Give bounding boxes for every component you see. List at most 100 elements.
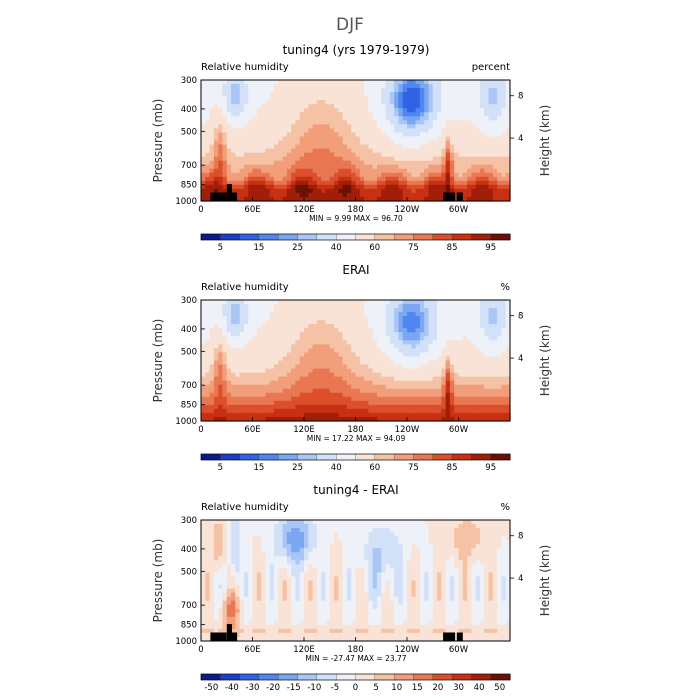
field-cell bbox=[479, 88, 485, 93]
field-cell bbox=[329, 104, 335, 109]
field-cell bbox=[432, 192, 438, 198]
field-cell bbox=[329, 176, 335, 182]
field-cell bbox=[235, 112, 241, 117]
field-cell bbox=[248, 312, 254, 317]
field-cell bbox=[402, 416, 408, 422]
field-cell bbox=[385, 396, 391, 402]
field-cell bbox=[437, 324, 442, 329]
field-cell bbox=[458, 176, 464, 182]
field-cell bbox=[479, 388, 485, 394]
field-cell bbox=[286, 152, 292, 158]
field-cell bbox=[312, 88, 318, 93]
field-cell bbox=[201, 116, 206, 121]
field-cell bbox=[342, 328, 348, 333]
field-cell bbox=[497, 348, 503, 354]
field-cell bbox=[398, 364, 404, 370]
field-cell bbox=[308, 332, 314, 337]
field-cell bbox=[454, 84, 460, 89]
field-cell bbox=[231, 384, 236, 390]
field-cell bbox=[458, 136, 464, 142]
field-cell bbox=[411, 108, 417, 113]
field-cell bbox=[437, 376, 442, 382]
field-cell bbox=[454, 320, 460, 325]
field-cell bbox=[505, 520, 511, 525]
field-cell bbox=[437, 336, 442, 341]
field-cell bbox=[346, 88, 352, 93]
field-cell bbox=[243, 352, 249, 358]
field-cell bbox=[252, 412, 258, 418]
field-cell bbox=[252, 336, 258, 341]
field-cell bbox=[278, 348, 284, 354]
field-cell bbox=[372, 116, 378, 121]
field-cell bbox=[248, 196, 254, 202]
field-cell bbox=[475, 92, 481, 97]
field-cell bbox=[411, 528, 417, 533]
field-cell bbox=[441, 348, 447, 354]
field-cell bbox=[218, 520, 224, 525]
field-cell bbox=[226, 300, 232, 305]
field-cell bbox=[381, 108, 387, 113]
field-cell bbox=[428, 372, 434, 378]
field-cell bbox=[505, 88, 511, 93]
field-cell bbox=[351, 404, 357, 410]
field-cell bbox=[441, 340, 447, 345]
field-cell bbox=[385, 312, 391, 317]
field-cell bbox=[492, 312, 498, 317]
field-cell bbox=[424, 400, 430, 406]
field-cell bbox=[368, 348, 374, 354]
field-cell bbox=[501, 80, 507, 85]
field-cell bbox=[376, 352, 382, 358]
field-cell bbox=[415, 168, 421, 174]
field-cell bbox=[475, 536, 481, 541]
field-cell bbox=[381, 380, 387, 386]
field-cell bbox=[299, 136, 305, 142]
field-cell bbox=[428, 112, 434, 117]
field-cell bbox=[432, 528, 438, 533]
field-cell bbox=[359, 320, 365, 325]
field-cell bbox=[359, 152, 365, 158]
field-cell bbox=[407, 336, 412, 341]
field-cell bbox=[394, 120, 400, 125]
field-cell bbox=[398, 88, 404, 93]
field-cell bbox=[213, 88, 219, 93]
field-cell bbox=[398, 124, 404, 129]
field-cell bbox=[235, 540, 241, 545]
field-cell bbox=[424, 96, 430, 101]
field-cell bbox=[376, 520, 382, 525]
field-cell bbox=[334, 404, 339, 410]
field-cell bbox=[261, 92, 266, 97]
field-cell bbox=[329, 124, 335, 129]
field-cell bbox=[505, 336, 511, 341]
field-cell bbox=[381, 144, 387, 150]
field-cell bbox=[454, 124, 460, 129]
field-cell bbox=[321, 332, 327, 337]
field-cell bbox=[312, 328, 318, 333]
field-cell bbox=[505, 96, 511, 101]
field-cell bbox=[428, 108, 434, 113]
field-cell bbox=[449, 188, 455, 194]
field-cell bbox=[222, 344, 228, 349]
field-cell bbox=[231, 120, 236, 125]
field-cell bbox=[209, 96, 215, 101]
field-cell bbox=[462, 408, 468, 414]
field-cell bbox=[226, 384, 232, 390]
field-cell bbox=[205, 348, 211, 354]
field-cell bbox=[346, 348, 352, 354]
field-cell bbox=[419, 320, 425, 325]
field-cell bbox=[368, 404, 374, 410]
field-cell bbox=[424, 124, 430, 129]
field-cell bbox=[462, 392, 468, 398]
field-cell bbox=[295, 304, 301, 309]
field-cell bbox=[218, 132, 224, 138]
field-cell bbox=[355, 404, 361, 410]
field-cell bbox=[213, 312, 219, 317]
field-cell bbox=[385, 108, 391, 113]
field-cell bbox=[475, 96, 481, 101]
field-cell bbox=[299, 416, 305, 422]
field-cell bbox=[239, 304, 245, 309]
field-cell bbox=[449, 300, 455, 305]
field-cell bbox=[291, 164, 297, 170]
field-cell bbox=[402, 348, 408, 354]
field-cell bbox=[372, 344, 378, 349]
field-cell bbox=[329, 392, 335, 398]
